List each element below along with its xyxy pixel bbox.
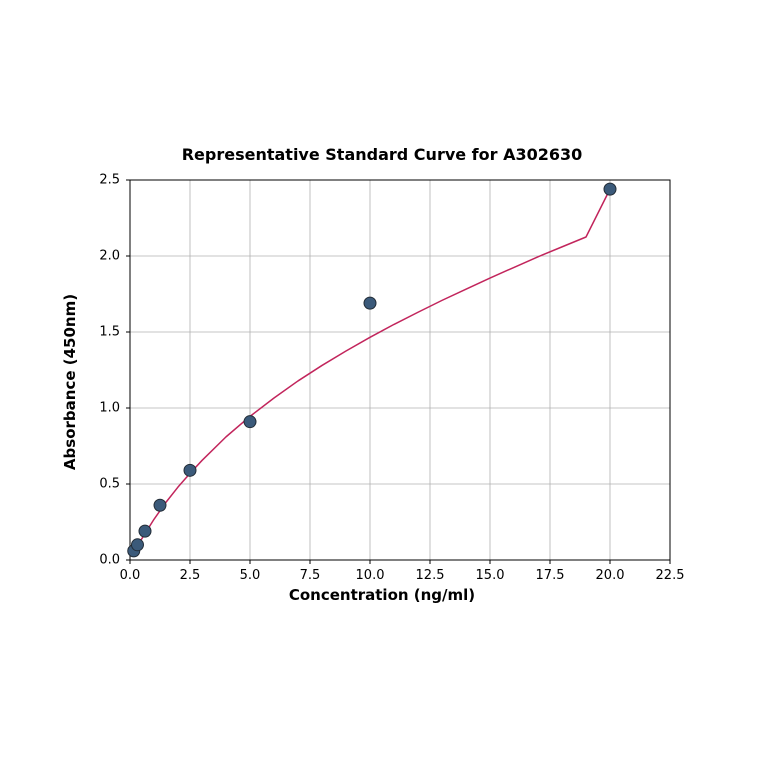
chart-container: Representative Standard Curve for A30263… [0,0,764,764]
y-axis-label: Absorbance (450nm) [61,294,79,470]
x-tick-label: 22.5 [656,568,685,583]
x-tick-label: 2.5 [180,568,201,583]
y-tick-label: 2.5 [99,173,120,188]
x-tick-label: 10.0 [356,568,385,583]
x-tick-label: 0.0 [120,568,141,583]
y-tick-label: 1.0 [99,401,120,416]
x-tick-label: 20.0 [596,568,625,583]
x-tick-label: 17.5 [536,568,565,583]
y-tick-label: 1.5 [99,325,120,340]
x-tick-label: 5.0 [240,568,261,583]
x-tick-label: 12.5 [416,568,445,583]
plot-area [110,160,690,580]
y-tick-label: 0.0 [99,553,120,568]
x-tick-label: 15.0 [476,568,505,583]
x-axis-label: Concentration (ng/ml) [0,586,764,604]
y-tick-label: 0.5 [99,477,120,492]
y-tick-label: 2.0 [99,249,120,264]
x-tick-label: 7.5 [300,568,321,583]
